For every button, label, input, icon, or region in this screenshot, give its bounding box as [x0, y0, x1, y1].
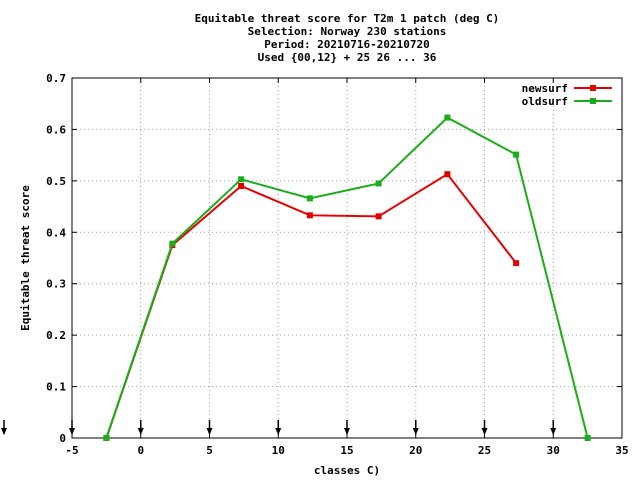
legend-marker — [590, 98, 596, 104]
y-tick-label: 0.7 — [46, 72, 66, 85]
x-tick-label: 35 — [615, 444, 628, 457]
x-tick-label: 10 — [272, 444, 285, 457]
x-tick-label: 25 — [478, 444, 491, 457]
y-tick-label: 0 — [59, 432, 66, 445]
title-line-4: Used {00,12} + 25 26 ... 36 — [258, 51, 437, 64]
title-line-2: Selection: Norway 230 stations — [248, 25, 447, 38]
y-tick-label: 0.1 — [46, 381, 66, 394]
series — [103, 114, 591, 441]
x-tick-label: 5 — [206, 444, 213, 457]
x-tick-label: 15 — [340, 444, 353, 457]
arrow-marker-head — [481, 428, 488, 435]
point-newsurf — [513, 260, 520, 267]
x-tick-labels: -5 0 5 10 15 20 25 30 35 — [65, 444, 628, 457]
point-oldsurf — [375, 180, 382, 187]
arrow-marker-head — [137, 428, 144, 435]
point-newsurf — [238, 183, 245, 189]
chart-title: Equitable threat score for T2m 1 patch (… — [195, 12, 500, 64]
title-line-1: Equitable threat score for T2m 1 patch (… — [195, 12, 500, 25]
legend-item-newsurf: newsurf — [522, 82, 612, 95]
point-oldsurf — [238, 176, 245, 183]
point-oldsurf — [444, 114, 451, 121]
legend-item-oldsurf: oldsurf — [522, 95, 612, 108]
legend-marker — [590, 85, 596, 91]
arrow-marker-head — [412, 428, 419, 435]
legend-label: newsurf — [522, 82, 568, 95]
grid — [72, 78, 622, 438]
y-tick-labels: 0 0.1 0.2 0.3 0.4 0.5 0.6 0.7 — [46, 72, 66, 445]
arrow-marker-head — [206, 428, 213, 435]
y-axis-label: Equitable threat score — [19, 185, 32, 331]
point-oldsurf — [103, 435, 110, 441]
arrow-markers — [1, 420, 557, 435]
y-tick-label: 0.6 — [46, 123, 66, 136]
x-tick-label: 20 — [409, 444, 422, 457]
series-line-oldsurf — [105, 116, 589, 439]
series-newsurf — [103, 171, 520, 441]
point-newsurf — [444, 171, 451, 178]
arrow-marker-head — [275, 428, 282, 435]
y-tick-label: 0.5 — [46, 175, 66, 188]
x-tick-label: 30 — [547, 444, 560, 457]
x-tick-label: -5 — [65, 444, 78, 457]
point-oldsurf — [169, 240, 176, 247]
point-newsurf — [306, 212, 313, 219]
series-oldsurf — [103, 114, 591, 441]
title-line-3: Period: 20210716-20210720 — [264, 38, 430, 51]
point-oldsurf — [513, 151, 520, 158]
arrow-marker-head — [1, 428, 7, 435]
x-tick-label: 0 — [137, 444, 144, 457]
arrow-marker-head — [550, 428, 557, 435]
point-newsurf — [375, 213, 382, 220]
legend-label: oldsurf — [522, 95, 568, 108]
arrow-marker-head — [69, 428, 75, 435]
y-tick-label: 0.3 — [46, 278, 66, 291]
y-tick-label: 0.2 — [46, 329, 66, 342]
x-axis-label: classes C) — [314, 464, 380, 477]
point-oldsurf — [584, 435, 591, 441]
point-oldsurf — [306, 195, 313, 202]
arrow-marker-head — [344, 428, 350, 435]
y-tick-label: 0.4 — [46, 226, 66, 239]
